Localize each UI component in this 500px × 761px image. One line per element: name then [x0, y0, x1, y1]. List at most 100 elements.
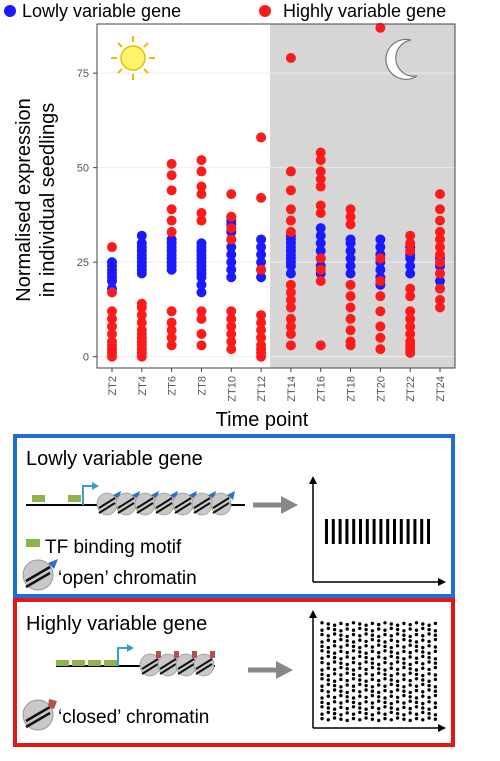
mini-dot — [383, 684, 387, 688]
mini-dot — [377, 706, 381, 711]
x-tick-label: ZT4 — [137, 376, 149, 396]
mini-dot — [345, 655, 349, 659]
high-variability-point — [285, 287, 296, 298]
high-variability-point — [136, 310, 147, 321]
mini-dot — [358, 694, 362, 698]
mini-dot — [364, 711, 368, 716]
mini-dot — [332, 623, 337, 627]
mini-dot — [389, 654, 393, 659]
mini-dot — [383, 677, 387, 681]
low-variability-point — [256, 234, 267, 245]
low-variability-point — [315, 245, 326, 256]
mini-dot — [326, 706, 330, 710]
high-variability-point — [285, 321, 296, 332]
open-chromatin-label: ‘open’ chromatin — [58, 568, 197, 589]
low-variability-point — [345, 234, 356, 245]
mini-dot — [332, 644, 337, 648]
mini-dot — [377, 655, 381, 659]
mini-dot — [421, 634, 425, 638]
mini-bar — [399, 519, 403, 544]
mini-dot — [408, 671, 412, 675]
mini-dot — [370, 693, 375, 698]
mini-dot — [395, 644, 400, 648]
high-variability-point — [166, 332, 177, 343]
mini-dot — [320, 677, 324, 681]
high-variability-point — [435, 242, 445, 253]
mini-dot — [421, 706, 425, 710]
mini-dot — [427, 688, 431, 692]
mini-dot — [389, 706, 393, 710]
mini-dot — [427, 716, 431, 720]
high-variability-point — [435, 257, 445, 268]
mini-dot — [408, 634, 412, 639]
mini-dot — [326, 673, 330, 678]
mini-dot — [402, 633, 406, 637]
mini-dot — [395, 639, 400, 644]
high-variability-point — [107, 336, 117, 347]
mini-dot — [320, 640, 324, 644]
high-variability-point — [405, 306, 416, 317]
mini-dot — [351, 660, 356, 665]
mini-dot — [364, 667, 368, 672]
high-variability-point — [435, 283, 445, 294]
mini-dot — [358, 634, 362, 638]
low-variability-point — [405, 268, 416, 279]
mini-bar — [331, 519, 335, 544]
mini-dot — [402, 665, 406, 670]
mini-dot — [358, 654, 362, 659]
mini-dot — [389, 626, 393, 631]
mini-dot — [427, 632, 431, 636]
mini-bar — [393, 519, 396, 544]
mini-dot — [364, 655, 368, 660]
mini-dot — [358, 682, 362, 687]
mini-dot — [358, 626, 362, 631]
mini-dot — [402, 657, 406, 661]
mini-dot — [320, 660, 324, 665]
arrow-icon — [248, 661, 293, 679]
high-variability-point — [285, 279, 296, 290]
mini-dot — [427, 679, 431, 683]
mini-dot — [345, 695, 349, 699]
mini-dot — [358, 718, 362, 722]
mini-dot — [332, 688, 337, 692]
mini-dot — [395, 667, 400, 672]
mini-dot — [402, 677, 406, 682]
mini-dot — [377, 699, 381, 703]
high-variability-point — [256, 332, 267, 343]
high-variability-point — [256, 325, 267, 336]
mini-dot — [414, 672, 419, 677]
mini-dot — [320, 688, 324, 693]
mini-dot — [389, 662, 393, 666]
mini-dot — [414, 677, 419, 681]
mini-dot — [427, 639, 431, 644]
mini-dot — [339, 633, 343, 637]
mini-dot — [414, 628, 419, 632]
mini-dot — [358, 673, 362, 678]
nucleosome — [193, 651, 215, 677]
mini-dot — [326, 662, 330, 666]
high-variability-point — [107, 287, 117, 298]
mini-dot — [358, 666, 362, 670]
mini-dot — [326, 678, 330, 682]
mini-dot — [433, 717, 438, 721]
high-variability-point — [107, 328, 117, 339]
mini-dot — [433, 657, 438, 661]
low-variability-point — [107, 257, 117, 268]
mini-dot — [364, 695, 368, 700]
low-variability-point — [375, 264, 386, 275]
mini-dot — [345, 699, 349, 703]
open-chromatin-icon — [22, 559, 58, 591]
tf-legend-label: TF binding motif — [45, 537, 182, 558]
mini-dot — [358, 622, 362, 626]
high-variability-point — [405, 283, 416, 294]
legend-low-label: Lowly variable gene — [22, 1, 181, 21]
high-mini-plot — [309, 610, 446, 732]
low-variability-point — [256, 272, 267, 283]
mini-dot — [370, 657, 375, 661]
mini-dot — [332, 651, 337, 655]
mini-dot — [370, 621, 375, 626]
tf-motif — [68, 495, 81, 502]
plot-frame — [96, 23, 456, 369]
high-variability-point — [345, 325, 356, 336]
scatter-plot: 0 25 50 75 ZT2 ZT4 ZT6 ZT8 ZT10 ZT12 ZT14 ZT16 ZT18… — [77, 22, 456, 402]
